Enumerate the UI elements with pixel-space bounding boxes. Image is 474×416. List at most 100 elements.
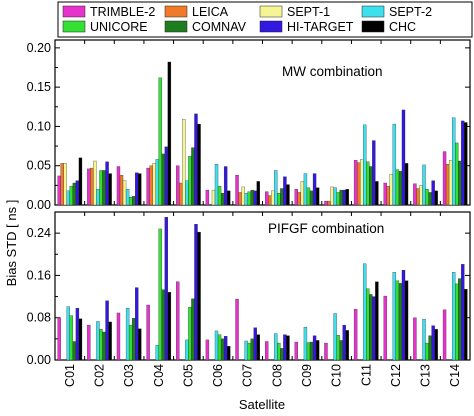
bar-trimble-2-c07 xyxy=(235,174,239,206)
bar-trimble-2-c03 xyxy=(116,166,121,206)
bar-sept-2-c09 xyxy=(303,173,308,206)
bar-leica-c07 xyxy=(238,192,242,206)
y-tick-label: 0.24 xyxy=(27,226,51,240)
legend-label-comnav: COMNAV xyxy=(192,20,247,34)
bar-sept-2-c13 xyxy=(422,164,426,206)
y-axis-title: Bias STD [ ns ] xyxy=(4,200,19,287)
bar-sept-1-c14 xyxy=(448,160,453,206)
bar-chc-c05 xyxy=(197,231,201,361)
bar-hi-target-c03 xyxy=(135,172,139,206)
bar-chc-c06 xyxy=(227,190,231,206)
legend-item-hi-target: HI-TARGET xyxy=(259,20,354,34)
bar-trimble-2-c10 xyxy=(324,200,328,206)
bar-sept-2-c08 xyxy=(274,333,278,361)
bar-sept-2-c02 xyxy=(96,189,100,206)
bar-sept-1-c11 xyxy=(360,159,364,206)
bar-comnav-c12 xyxy=(398,283,403,361)
bar-unicore-c09 xyxy=(306,342,311,361)
panel-pifgf: 0.00 0.08 0.16 0.24 PIFGF combination xyxy=(27,211,471,367)
y-tick-label: 0.00 xyxy=(27,353,51,367)
bar-sept-2-c13 xyxy=(422,319,426,361)
bar-sept-1-c09 xyxy=(300,181,305,206)
x-tick-label: C03 xyxy=(122,364,136,387)
bar-comnav-c08 xyxy=(280,348,284,361)
x-tick-label: C12 xyxy=(389,364,403,387)
y-tick-label: 0.05 xyxy=(27,159,51,173)
bar-leica-c09 xyxy=(297,192,302,206)
y-tick-label: 0.15 xyxy=(27,80,51,94)
bar-trimble-2-c14 xyxy=(442,151,447,206)
bar-sept-2-c10 xyxy=(333,313,337,361)
y-tick-label: 0.20 xyxy=(27,41,51,55)
bar-chc-c05 xyxy=(197,123,201,206)
legend-label-unicore: UNICORE xyxy=(90,20,148,34)
x-tick-label: C10 xyxy=(330,364,344,387)
bar-chc-c06 xyxy=(227,346,231,361)
bar-chc-c13 xyxy=(434,329,438,361)
bar-trimble-2-c10 xyxy=(324,342,328,361)
panel-mw: 0.00 0.05 0.10 0.15 0.20 MW combination xyxy=(27,39,471,212)
bar-chc-c11 xyxy=(375,281,379,361)
bar-chc-c01 xyxy=(78,318,83,361)
bar-trimble-2-c11 xyxy=(353,309,358,361)
bar-trimble-2-c03 xyxy=(116,312,121,361)
bar-sept-1-c06 xyxy=(211,189,216,206)
bar-unicore-c12 xyxy=(395,169,400,206)
bar-sept-2-c12 xyxy=(392,272,397,361)
bar-trimble-2-c13 xyxy=(413,317,417,361)
x-tick-label: C02 xyxy=(92,364,106,387)
x-tick-label: C11 xyxy=(359,364,373,386)
bar-unicore-c01 xyxy=(69,315,74,361)
x-tick-label: C08 xyxy=(270,364,284,387)
x-tick-label: C05 xyxy=(181,364,195,387)
bar-sept-1-c05 xyxy=(182,119,186,206)
bar-hi-target-c14 xyxy=(461,264,465,361)
legend-label-sept-1: SEPT-1 xyxy=(287,5,330,19)
bar-chc-c01 xyxy=(78,157,83,206)
bar-hi-target-c09 xyxy=(312,173,317,206)
bar-sept-2-c07 xyxy=(244,340,248,361)
bar-comnav-c13 xyxy=(428,192,432,206)
bar-sept-1-c02 xyxy=(93,160,97,206)
legend-swatch-leica xyxy=(164,5,188,18)
legend-item-leica: LEICA xyxy=(164,5,229,19)
bar-unicore-c08 xyxy=(277,342,281,361)
bar-unicore-c13 xyxy=(425,342,429,361)
bar-unicore-c10 xyxy=(336,192,340,206)
bar-unicore-c14 xyxy=(455,142,459,206)
bar-hi-target-c09 xyxy=(312,335,317,361)
x-tick-label: C07 xyxy=(241,364,255,387)
bar-hi-target-c11 xyxy=(372,140,376,206)
bar-leica-c02 xyxy=(90,167,94,206)
bar-sept-2-c12 xyxy=(392,123,397,206)
bar-hi-target-c02 xyxy=(105,300,109,361)
bar-chc-c10 xyxy=(345,189,349,206)
bar-hi-target-c06 xyxy=(223,336,228,361)
bar-trimble-2-c01 xyxy=(57,175,61,206)
panel-title: MW combination xyxy=(282,64,383,79)
bar-sept-2-c11 xyxy=(363,263,367,361)
bar-trimble-2-c11 xyxy=(353,160,358,206)
x-axis-title: Satellite xyxy=(239,397,285,412)
bar-sept-2-c05 xyxy=(185,180,189,206)
bar-chc-c09 xyxy=(315,340,320,361)
bar-sept-2-c03 xyxy=(125,308,130,361)
bar-trimble-2-c04 xyxy=(146,167,150,206)
legend-swatch-unicore xyxy=(62,20,86,33)
bar-unicore-c05 xyxy=(188,306,192,361)
bar-chc-c13 xyxy=(434,190,438,206)
bar-chc-c07 xyxy=(256,181,260,206)
bar-unicore-c10 xyxy=(336,335,340,361)
bar-unicore-c13 xyxy=(425,189,429,206)
bar-chc-c08 xyxy=(286,184,290,206)
bar-chc-c11 xyxy=(375,181,379,206)
bar-comnav-c07 xyxy=(250,338,254,361)
bar-leica-c10 xyxy=(327,200,331,206)
bar-comnav-c13 xyxy=(428,335,432,361)
bar-sept-2-c06 xyxy=(214,330,219,361)
bar-trimble-2-c01 xyxy=(57,317,61,361)
bar-comnav-c06 xyxy=(220,338,225,361)
bar-comnav-c02 xyxy=(102,331,106,361)
bar-leica-c01 xyxy=(60,163,64,206)
bar-sept-2-c05 xyxy=(185,339,189,361)
